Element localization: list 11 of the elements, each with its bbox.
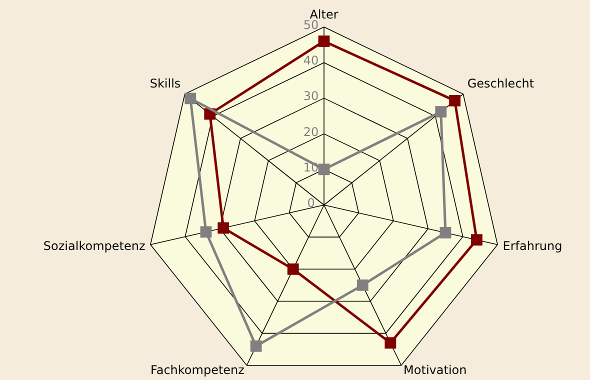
spoke-label: Sozialkompetenz (43, 238, 146, 253)
spoke-label: Erfahrung (502, 238, 562, 253)
spoke-label: Fachkompetenz (150, 363, 244, 378)
spoke-label: Skills (150, 76, 181, 91)
y-tick-label: 20 (303, 124, 319, 139)
spoke-label: Geschlecht (467, 76, 534, 91)
y-tick-label: 30 (303, 89, 319, 104)
y-tick-label: 40 (303, 54, 319, 68)
y-tick-label: 0 (307, 196, 315, 210)
spoke-label: Motivation (404, 363, 467, 378)
y-tick-label: 50 (303, 18, 319, 32)
